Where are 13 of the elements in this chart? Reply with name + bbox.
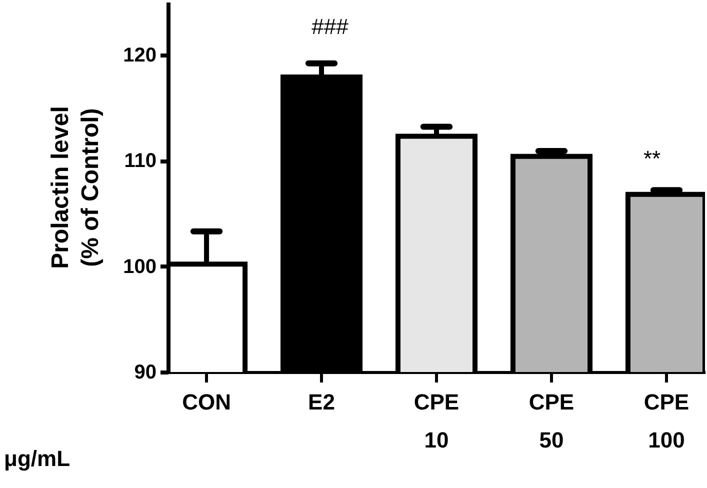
- x-tick-label: CPE 10: [414, 390, 460, 452]
- x-tick-label: CON: [182, 390, 231, 414]
- x-tick-label: CPE 50: [528, 390, 574, 452]
- y-tick-label: 90: [134, 362, 156, 384]
- x-tick-label: CPE 100: [644, 390, 690, 452]
- text: μg/mL: [4, 446, 70, 472]
- annotation: ###: [312, 14, 348, 40]
- annotation: **: [643, 146, 661, 172]
- y-tick-label: 110: [124, 150, 156, 172]
- y-tick-label: 100: [123, 256, 156, 278]
- x-tick-label: E2: [308, 390, 335, 414]
- y-tick-label: 120: [123, 44, 156, 66]
- y-axis-title: Prolactin level (% of Control): [47, 106, 104, 269]
